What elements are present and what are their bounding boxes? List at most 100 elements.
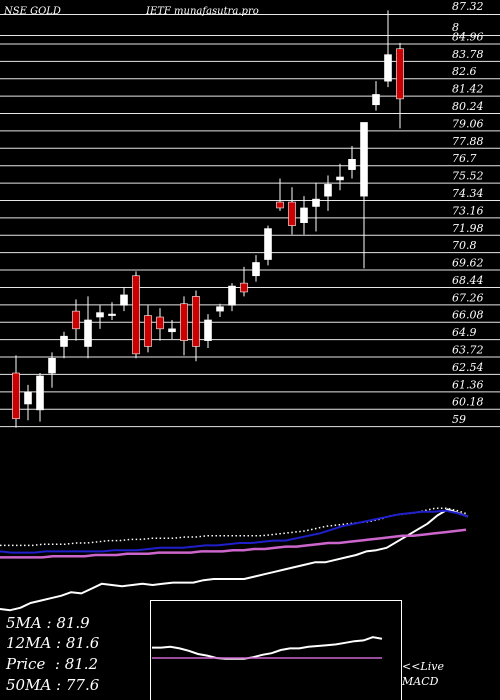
candle-body <box>204 319 212 341</box>
candle-body <box>108 313 116 316</box>
candle-body <box>384 54 392 82</box>
y-tick-label: 84.96 <box>452 30 484 43</box>
candle <box>132 271 140 359</box>
candle-body <box>96 312 104 318</box>
candle-body <box>240 282 248 293</box>
candle-body <box>12 372 20 420</box>
y-tick-label: 74.34 <box>452 187 484 200</box>
candle <box>24 384 32 421</box>
candle <box>360 122 368 269</box>
candle <box>324 175 332 211</box>
candle <box>228 283 236 312</box>
y-tick-label: 76.7 <box>452 152 477 165</box>
macd-frame <box>150 600 402 700</box>
site-label: IETF munafasutra.pro <box>146 6 259 17</box>
candle <box>240 266 248 297</box>
y-tick-label: 80.24 <box>452 100 484 113</box>
candle-body <box>228 285 236 306</box>
candle-body <box>60 335 68 347</box>
candle-body <box>312 198 320 207</box>
candle <box>252 255 260 282</box>
candle <box>300 196 308 235</box>
y-tick-label: 64.9 <box>452 326 477 339</box>
candle-body <box>168 328 176 333</box>
candle <box>60 331 68 359</box>
candle-body <box>48 357 56 374</box>
candle <box>312 182 320 232</box>
y-tick-label: 83.78 <box>452 48 484 61</box>
y-tick-label: 81.42 <box>452 83 484 96</box>
candle-body <box>264 228 272 260</box>
candle-body <box>84 319 92 347</box>
macd-panel <box>150 600 402 700</box>
candle-body <box>252 262 260 277</box>
candle <box>168 319 176 340</box>
candle <box>180 296 188 356</box>
y-tick-label: 61.36 <box>452 378 484 391</box>
candle <box>108 302 116 320</box>
candle-body <box>24 391 32 405</box>
candle <box>192 290 200 362</box>
y-tick-label: 79.06 <box>452 117 484 130</box>
candle-body <box>276 201 284 209</box>
candle <box>264 225 272 266</box>
candle-body <box>36 375 44 411</box>
price-axis: 59 60.18 61.36 62.54 63.72 64.9 66.08 67.26 68.4… <box>452 0 484 426</box>
ma-long-line <box>0 528 467 559</box>
symbol-title: NSE GOLD <box>4 6 61 17</box>
y-tick-label: 69.62 <box>452 257 484 270</box>
y-tick-label: 75.52 <box>452 170 484 183</box>
y-tick-label: 77.88 <box>452 135 484 148</box>
candle <box>156 308 164 341</box>
y-tick-label: 87.32 <box>452 0 484 13</box>
candle <box>48 352 56 388</box>
y-tick-label: 59 <box>452 413 466 426</box>
y-tick-label: 73.16 <box>452 204 484 217</box>
candle-body <box>300 207 308 223</box>
price-readout: Price : 81.2 <box>6 655 99 673</box>
ma50-readout: 50MA : 77.6 <box>6 676 100 694</box>
candle <box>96 305 104 329</box>
candle-body <box>396 48 404 100</box>
ma-short-line <box>0 508 469 612</box>
candle-body <box>348 159 356 170</box>
y-tick-label: 8 <box>452 21 459 34</box>
candle-body <box>288 201 296 226</box>
ma5-readout: 5MA : 81.9 <box>6 614 90 632</box>
macd-label: MACD <box>402 675 439 688</box>
candles <box>12 10 404 428</box>
candle-body <box>144 315 152 347</box>
candle-body <box>132 275 140 355</box>
y-tick-label: 63.72 <box>452 344 484 357</box>
candle-body <box>372 94 380 106</box>
candle <box>372 81 380 111</box>
candle-body <box>120 294 128 306</box>
y-tick-label: 70.8 <box>452 239 477 252</box>
y-tick-label: 68.44 <box>452 274 484 287</box>
candle <box>348 146 356 179</box>
candle <box>120 287 128 312</box>
live-label: <<Live <box>402 660 444 673</box>
price-grid <box>0 14 500 428</box>
y-tick-label: 62.54 <box>452 361 484 374</box>
candle-body <box>360 122 368 197</box>
candle <box>72 299 80 341</box>
y-tick-label: 67.26 <box>452 291 484 304</box>
ma-mid-line <box>0 509 469 554</box>
candle-body <box>216 306 224 312</box>
candle <box>336 163 344 191</box>
macd-line <box>152 636 383 660</box>
candle-body <box>156 316 164 330</box>
candle <box>204 314 212 348</box>
candle-body <box>180 303 188 341</box>
y-tick-label: 71.98 <box>452 222 484 235</box>
candle-body <box>336 176 344 181</box>
candle <box>216 303 224 318</box>
candle <box>36 373 44 422</box>
y-tick-label: 60.18 <box>452 396 484 409</box>
candle-body <box>192 296 200 347</box>
candle-body <box>72 310 80 330</box>
y-tick-label: 66.08 <box>452 309 484 322</box>
candle <box>12 355 20 428</box>
